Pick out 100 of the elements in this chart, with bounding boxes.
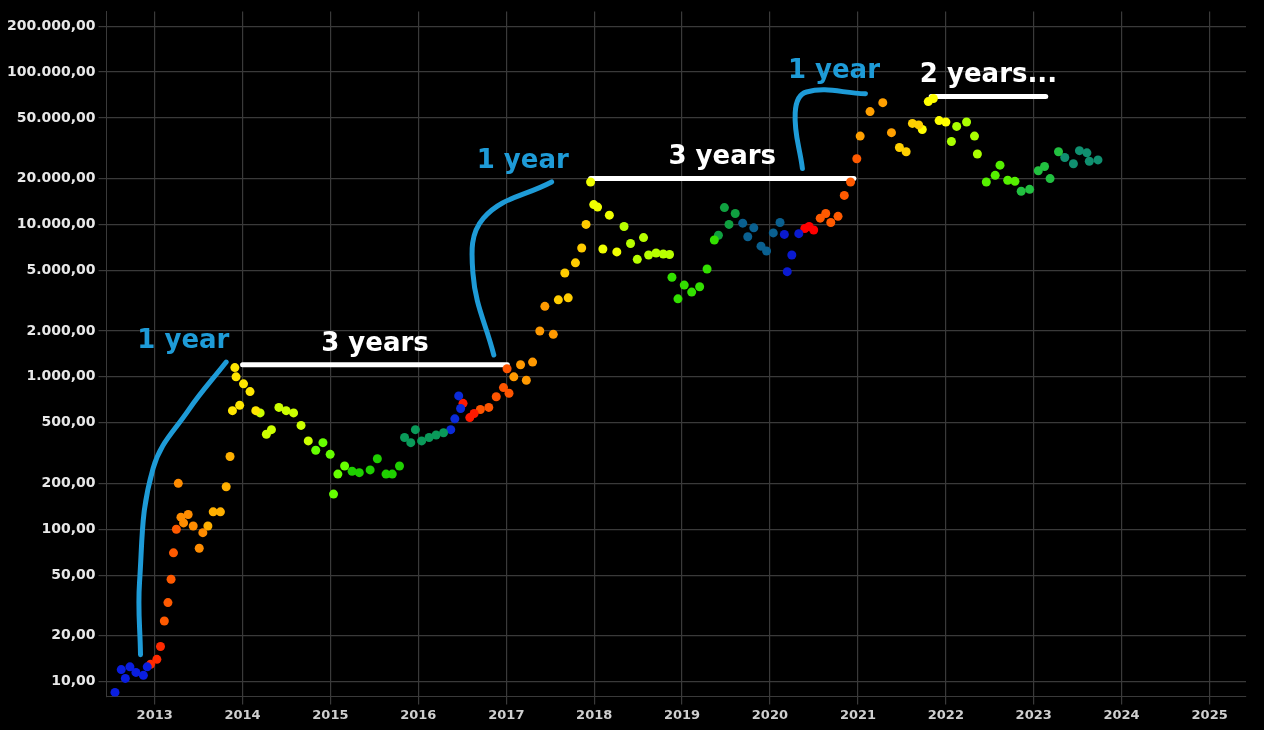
point [540,301,550,311]
point [598,244,608,254]
y-tick-label: 500,00 [41,413,96,430]
point [846,177,856,187]
point [400,432,410,442]
point [970,131,979,141]
point [775,217,785,227]
point [484,402,494,412]
point [619,221,629,231]
point [509,372,519,382]
x-tick-label: 2023 [1015,706,1052,722]
point [990,170,1000,180]
point [626,238,636,248]
point [644,250,654,260]
point [1033,166,1043,176]
point [743,232,753,242]
point [450,414,460,424]
point [439,428,449,438]
point [952,121,962,131]
point [289,408,299,418]
point [173,478,183,488]
point [318,438,328,448]
series-label: 1 year [137,323,230,354]
point [406,438,416,448]
point [528,357,538,367]
point [155,642,165,652]
y-tick-label: 200,00 [41,474,96,490]
point [303,436,313,446]
point [198,528,208,538]
point [325,449,335,459]
x-tick-label: 2020 [751,706,789,722]
y-tick-label: 50,00 [51,565,96,582]
point [794,229,804,239]
point [981,177,991,187]
point [274,402,284,412]
point [239,379,249,389]
point [333,469,343,479]
point [852,154,862,164]
point [586,177,596,187]
point [535,326,545,336]
point [168,548,178,558]
x-tick-label: 2013 [136,706,173,722]
x-tick-label: 2018 [576,706,613,722]
point [521,375,531,385]
point [1025,184,1035,194]
point [431,430,441,440]
y-tick-label: 10.000,00 [16,215,96,232]
point [941,117,951,127]
point [679,280,689,290]
point [235,400,245,410]
point [171,524,181,534]
point [738,218,748,228]
point [1040,162,1050,171]
point [667,272,677,282]
point [581,219,591,229]
point [809,225,819,235]
y-tick-label: 2.000,00 [26,321,96,338]
point [410,425,420,435]
point [1093,155,1103,165]
point [839,190,849,200]
x-tick-label: 2025 [1191,706,1228,722]
point [1054,147,1063,157]
point [166,574,176,584]
point [516,360,526,370]
point [194,543,204,553]
point [570,258,580,268]
point [311,445,321,455]
point [1068,159,1078,169]
point [225,452,235,462]
point [833,211,843,221]
point [456,403,466,413]
point [946,137,956,147]
series-label: 3 years [668,140,777,171]
point [886,128,896,138]
point [203,521,213,531]
point [995,160,1005,170]
y-tick-label: 100.000,00 [6,62,96,79]
point [604,210,614,220]
point [446,425,456,435]
point [417,436,427,446]
point [251,406,261,416]
point [230,363,240,373]
point [340,461,350,471]
point [454,391,464,401]
series-label: 2 years... [919,58,1058,89]
point [491,392,501,402]
y-tick-label: 1.000,00 [26,367,96,384]
point [695,282,705,292]
point [577,243,587,253]
point [1074,146,1084,156]
point [159,616,169,626]
point [365,465,375,475]
point [163,598,173,608]
point [787,250,797,260]
point [972,149,982,159]
point [632,254,642,264]
y-tick-label: 50.000,00 [16,108,96,125]
point [502,364,512,374]
x-tick-label: 2016 [400,706,437,722]
point [855,131,865,141]
